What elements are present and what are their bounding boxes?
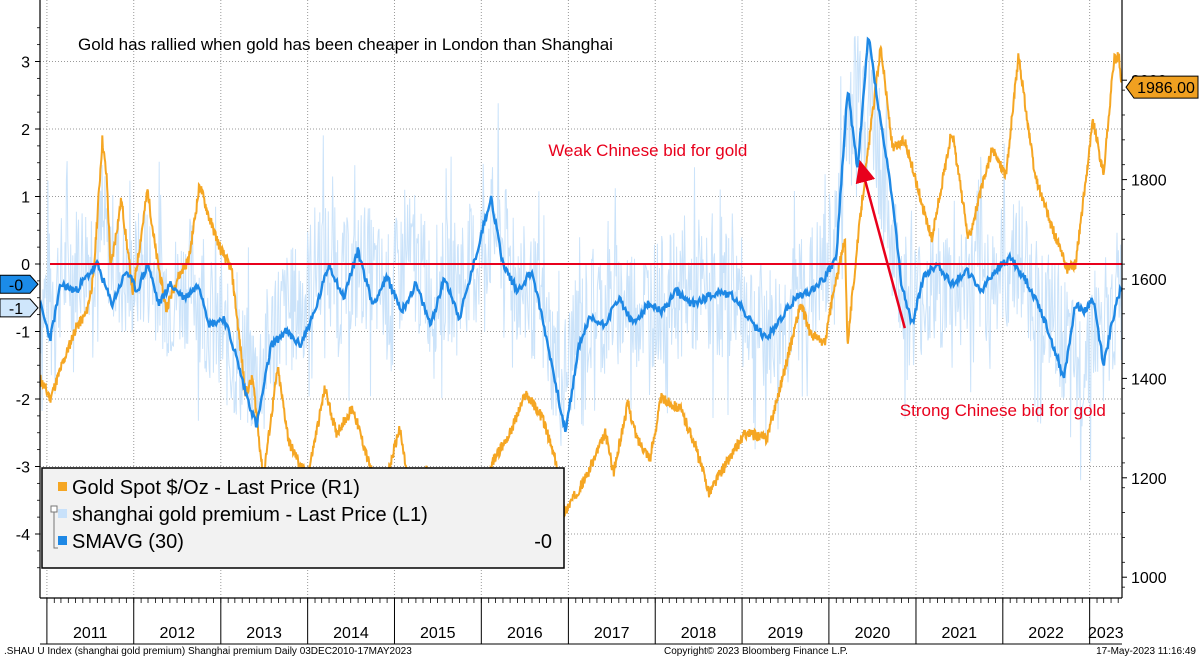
year-label: 2022 [1028,625,1064,642]
chart-title: Gold has rallied when gold has been chea… [78,35,613,54]
annotation-arrow [855,159,906,329]
year-label: 2023 [1088,625,1124,642]
year-label: 2021 [941,625,977,642]
right-tick-label: 1000 [1131,570,1167,587]
series-smavg-30 [40,36,1122,433]
axis-value-tags: -0 -1 1986.00 [0,75,1199,318]
series-shanghai-premium [40,35,1122,481]
legend-connector [53,510,58,549]
year-label: 2013 [246,625,282,642]
year-label: 2016 [507,625,543,642]
year-label: 2011 [73,625,108,642]
left-axis-tag-label: -1 [9,301,23,318]
right-axis-tag-label: 1986.00 [1137,80,1195,97]
series-gold-spot [40,44,1122,552]
left-axis-tag-box [0,274,39,294]
right-tick-label: 1600 [1131,272,1167,289]
legend-label: SMAVG (30) [72,531,184,553]
footer-copyright: Copyright© 2023 Bloomberg Finance L.P. [664,646,848,657]
legend-label: shanghai gold premium - Last Price (L1) [72,504,428,526]
legend: Gold Spot $/Oz - Last Price (R1) shanghai… [41,467,565,569]
left-tick-label: -1 [16,325,30,342]
left-tick-label: 0 [21,257,30,274]
legend-value: -0 [534,531,552,553]
right-tick-label: 1400 [1131,371,1167,388]
footer: .SHAU U Index (shanghai gold premium) Sh… [4,646,1196,657]
legend-swatch [58,482,67,491]
legend-label: Gold Spot $/Oz - Last Price (R1) [72,477,360,499]
right-axis-ticks: 100012001400160018002000 [1122,73,1167,588]
right-axis-tag-box [1125,75,1199,99]
left-tick-label: 2 [21,122,30,139]
left-tick-label: 3 [21,55,30,72]
left-tick-label: -3 [16,460,30,477]
left-axis-tag-label: -0 [9,277,23,294]
footer-source: .SHAU U Index (shanghai gold premium) Sh… [4,646,412,657]
year-label: 2014 [333,625,369,642]
legend-box [41,467,565,569]
year-label: 2015 [420,625,456,642]
year-label: 2020 [855,625,891,642]
year-label: 2012 [159,625,195,642]
annotations: Weak Chinese bid for gold Strong Chinese … [548,141,1106,420]
series-layer [40,35,1122,552]
footer-timestamp: 17-May-2023 11:16:49 [1096,646,1196,657]
left-axis-ticks: 3 2 1 0 -1 -2 -3 -4 [16,27,40,569]
annotation-weak-bid: Weak Chinese bid for gold [548,141,747,160]
right-tick-label: 1800 [1131,173,1167,190]
annotation-strong-bid: Strong Chinese bid for gold [900,401,1106,420]
year-label: 2017 [594,625,630,642]
left-axis-tag-box [0,298,39,318]
left-tick-label: -2 [16,392,30,409]
right-tick-label: 1200 [1131,471,1167,488]
legend-connector-node [50,505,58,513]
legend-swatch [58,536,67,545]
left-tick-label: -4 [16,527,30,544]
year-label: 2019 [768,625,804,642]
year-label: 2018 [681,625,717,642]
x-axis-year-labels: 2011 2012 2013 2014 2015 2016 2017 2018 2019 2020… [46,598,1124,644]
left-tick-label: 1 [21,190,30,207]
legend-swatch [58,509,67,518]
